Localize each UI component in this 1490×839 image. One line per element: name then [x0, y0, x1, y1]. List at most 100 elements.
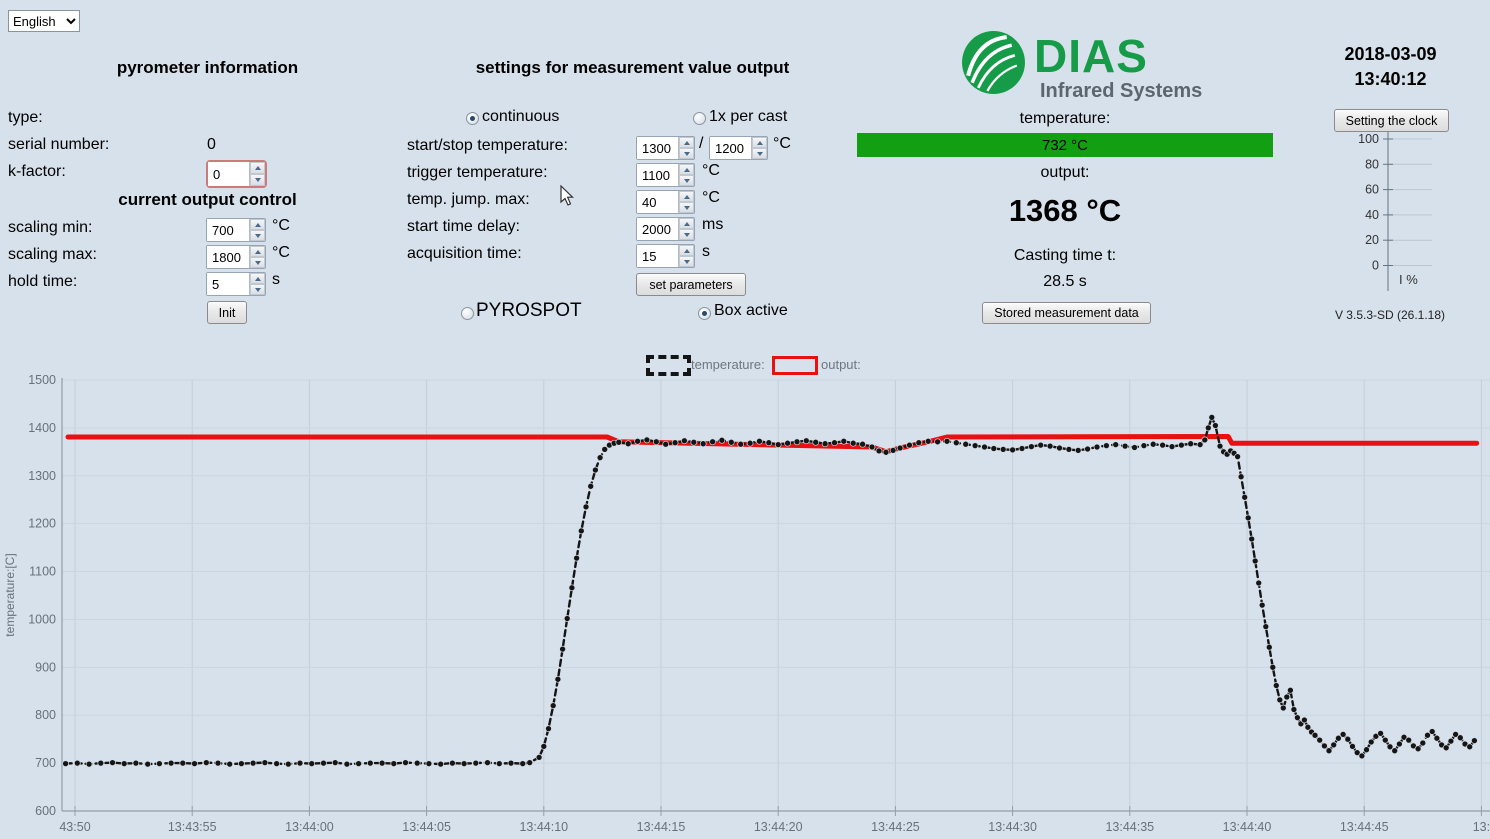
trigger-temp-spin-buttons[interactable]: [678, 164, 694, 186]
spin-down-button[interactable]: [679, 229, 694, 240]
k-factor-spin-buttons[interactable]: [249, 162, 265, 186]
trigger-temp-stepper[interactable]: [636, 163, 695, 187]
acquisition-time-spin-buttons[interactable]: [678, 245, 694, 267]
spin-up-button[interactable]: [679, 218, 694, 229]
casting-time-value: 28.5 s: [1043, 273, 1087, 290]
temperature-data-point: [1201, 436, 1209, 444]
spin-up-button[interactable]: [679, 191, 694, 202]
spin-down-button[interactable]: [679, 148, 694, 159]
spin-down-button[interactable]: [250, 174, 265, 186]
temperature-data-point: [1248, 535, 1256, 543]
pyrospot-label: PYROSPOT: [476, 300, 582, 321]
output-label: output:: [1040, 164, 1090, 181]
temperature-data-point: [1216, 442, 1224, 450]
spin-up-button[interactable]: [679, 245, 694, 256]
scaling-max-spin-buttons[interactable]: [249, 246, 265, 268]
language-select[interactable]: English: [8, 10, 80, 32]
brand-name: DIAS: [1034, 30, 1148, 82]
temperature-data-point: [1316, 736, 1324, 744]
temperature-data-point: [737, 440, 745, 448]
per-cast-radio[interactable]: [693, 112, 706, 125]
temperature-data-point: [924, 437, 932, 445]
start-delay-input[interactable]: [637, 218, 678, 240]
temperature-data-point: [1272, 682, 1280, 689]
stop-temp-stepper[interactable]: [709, 136, 768, 160]
temp-jump-spin-buttons[interactable]: [678, 191, 694, 213]
spin-up-button[interactable]: [250, 246, 265, 257]
spin-up-button[interactable]: [752, 137, 767, 148]
y-tick-label: 800: [35, 708, 56, 722]
spin-up-button[interactable]: [250, 162, 265, 174]
settings-title: settings for measurement value output: [475, 58, 790, 77]
x-tick-label: 13:44:05: [402, 820, 451, 834]
temperature-data-point: [261, 759, 269, 766]
start-temp-spin-buttons[interactable]: [678, 137, 694, 159]
spin-down-button[interactable]: [679, 202, 694, 213]
temperature-data-point: [624, 440, 632, 448]
temperature-data-point: [1204, 424, 1212, 432]
temperature-data-point: [821, 440, 829, 448]
set-parameters-button[interactable]: set parameters: [636, 273, 746, 296]
hold-time-input[interactable]: [207, 273, 249, 295]
spin-up-button[interactable]: [679, 164, 694, 175]
stored-measurement-data-button[interactable]: Stored measurement data: [982, 302, 1151, 324]
acquisition-time-stepper[interactable]: [636, 244, 695, 268]
temperature-data-point: [615, 438, 623, 446]
box-active-radio[interactable]: [698, 307, 711, 320]
start-delay-stepper[interactable]: [636, 217, 695, 241]
stop-temp-spin-buttons[interactable]: [751, 137, 767, 159]
k-factor-stepper[interactable]: [206, 160, 267, 188]
hold-time-spin-buttons[interactable]: [249, 273, 265, 295]
scaling-min-input[interactable]: [207, 219, 249, 241]
spin-down-button[interactable]: [250, 257, 265, 268]
temperature-data-point: [1084, 445, 1091, 453]
temperature-data-point: [1046, 442, 1054, 450]
temperature-data-point: [413, 759, 421, 767]
scaling-min-stepper[interactable]: [206, 218, 266, 242]
spin-up-button[interactable]: [250, 219, 265, 230]
spin-down-button[interactable]: [679, 256, 694, 267]
hold-time-stepper[interactable]: [206, 272, 266, 296]
scaling-max-stepper[interactable]: [206, 245, 266, 269]
start-delay-unit: ms: [702, 216, 724, 233]
stop-temp-input[interactable]: [710, 137, 751, 159]
temperature-data-point: [1212, 422, 1219, 429]
gauge-tick-label: 80: [1365, 157, 1379, 171]
scaling-max-input[interactable]: [207, 246, 249, 268]
continuous-radio[interactable]: [466, 112, 479, 125]
pyrospot-radio[interactable]: [461, 307, 474, 320]
spin-down-button[interactable]: [250, 230, 265, 241]
setting-the-clock-button[interactable]: Setting the clock: [1334, 109, 1449, 132]
start-temp-stepper[interactable]: [636, 136, 695, 160]
temperature-data-point: [179, 759, 187, 767]
scaling-min-spin-buttons[interactable]: [249, 219, 265, 241]
spin-up-button[interactable]: [250, 273, 265, 284]
spin-down-button[interactable]: [679, 175, 694, 186]
x-tick-label: 13:: [1473, 820, 1490, 834]
temperature-data-point: [971, 442, 979, 449]
trigger-temp-input[interactable]: [637, 164, 678, 186]
clock-date: 2018-03-09: [1344, 44, 1437, 64]
init-button[interactable]: Init: [207, 301, 247, 324]
temp-jump-stepper[interactable]: [636, 190, 695, 214]
y-tick-label: 700: [35, 756, 56, 770]
x-tick-label: 13:44:35: [1105, 820, 1154, 834]
start-delay-spin-buttons[interactable]: [678, 218, 694, 240]
acquisition-time-input[interactable]: [637, 245, 678, 267]
spin-down-button[interactable]: [250, 284, 265, 295]
start-stop-temp-label: start/stop temperature:: [407, 137, 568, 154]
temperature-data-point: [549, 702, 557, 709]
temperature-data-point: [1372, 732, 1380, 740]
spin-up-button[interactable]: [679, 137, 694, 148]
temperature-data-point: [1358, 752, 1366, 760]
temperature-data-point: [718, 436, 726, 444]
temperature-data-point: [1428, 728, 1436, 735]
spin-down-button[interactable]: [752, 148, 767, 159]
per-cast-label: 1x per cast: [709, 108, 788, 125]
temp-jump-input[interactable]: [637, 191, 678, 213]
temperature-data-point: [727, 438, 735, 446]
k-factor-input[interactable]: [208, 162, 249, 186]
temperature-data-point: [709, 438, 716, 446]
start-temp-input[interactable]: [637, 137, 678, 159]
temperature-data-point: [906, 441, 913, 449]
